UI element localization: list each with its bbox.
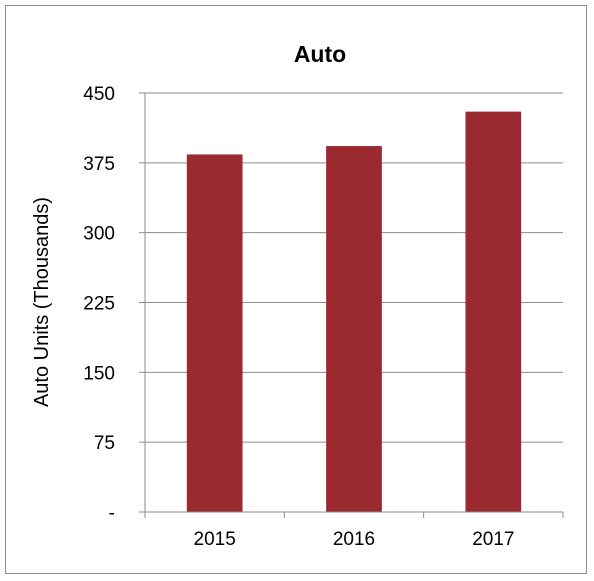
y-tick-label: - — [109, 503, 115, 524]
x-tick-label: 2017 — [472, 529, 514, 550]
y-tick-label: 75 — [94, 433, 115, 454]
bar-2015 — [186, 154, 243, 512]
y-tick-label: 375 — [83, 154, 115, 175]
y-tick-label: 225 — [83, 294, 115, 315]
x-tick-labels: 2015 2016 2017 — [194, 529, 515, 550]
y-tick-label: 300 — [83, 224, 115, 245]
bar-2016 — [326, 146, 382, 512]
y-tick-label: 150 — [83, 363, 115, 384]
axes — [139, 92, 564, 518]
bars — [186, 111, 522, 512]
y-tick-label: 450 — [83, 84, 115, 105]
y-tick-labels: - 75 150 225 300 375 450 — [83, 84, 115, 524]
bar-2017 — [465, 111, 522, 512]
chart-title: Auto — [294, 41, 346, 67]
x-tick-label: 2015 — [194, 529, 236, 550]
y-axis-label: Auto Units (Thousands) — [31, 197, 53, 407]
x-tick-label: 2016 — [333, 529, 375, 550]
